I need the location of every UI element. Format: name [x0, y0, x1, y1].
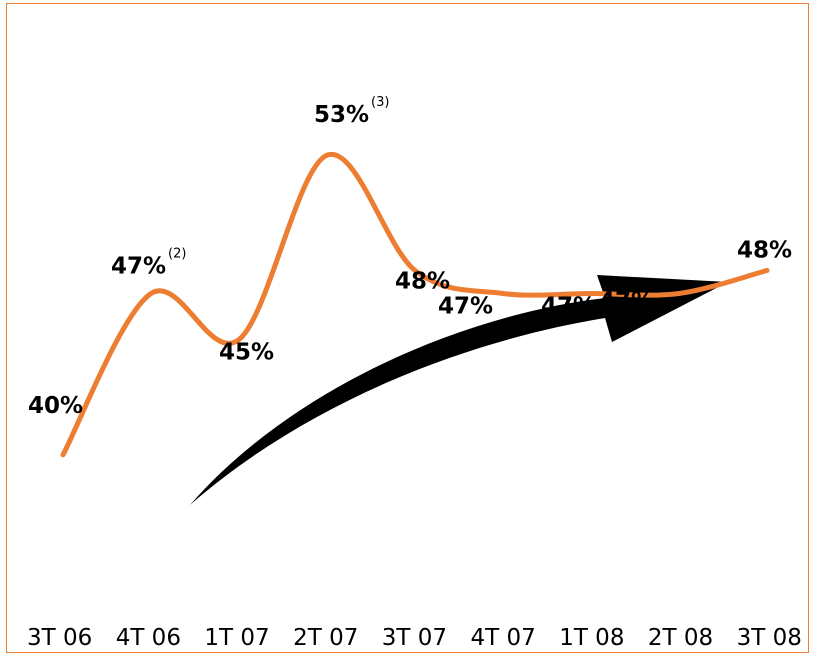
trend-arrow-icon [190, 275, 728, 505]
data-label-4: 53% [314, 102, 369, 128]
x-tick-label-6: 4T 07 [471, 625, 536, 651]
data-label-6: 47% [438, 293, 493, 319]
x-tick-label-3: 1T 07 [204, 625, 269, 651]
x-tick-label-7: 1T 08 [559, 625, 624, 651]
x-tick-label-9: 3T 08 [737, 625, 802, 651]
x-tick-label-2: 4T 06 [116, 625, 181, 651]
data-label-7: 47% [541, 293, 596, 319]
series-line [60, 151, 770, 458]
footnote-marker-4: (3) [371, 95, 389, 110]
data-label-8: 47% [599, 288, 654, 314]
x-tick-label-5: 3T 07 [382, 625, 447, 651]
data-label-9: 48% [737, 237, 792, 263]
data-label-1: 40% [28, 393, 83, 419]
chart-frame [6, 3, 809, 653]
data-label-5: 48% [395, 268, 450, 294]
footnote-marker-2: (2) [168, 246, 186, 261]
data-label-2: 47% [111, 253, 166, 279]
x-tick-label-8: 2T 08 [648, 625, 713, 651]
x-tick-label-4: 2T 07 [293, 625, 358, 651]
x-tick-label-1: 3T 06 [27, 625, 92, 651]
data-label-3: 45% [219, 340, 274, 366]
